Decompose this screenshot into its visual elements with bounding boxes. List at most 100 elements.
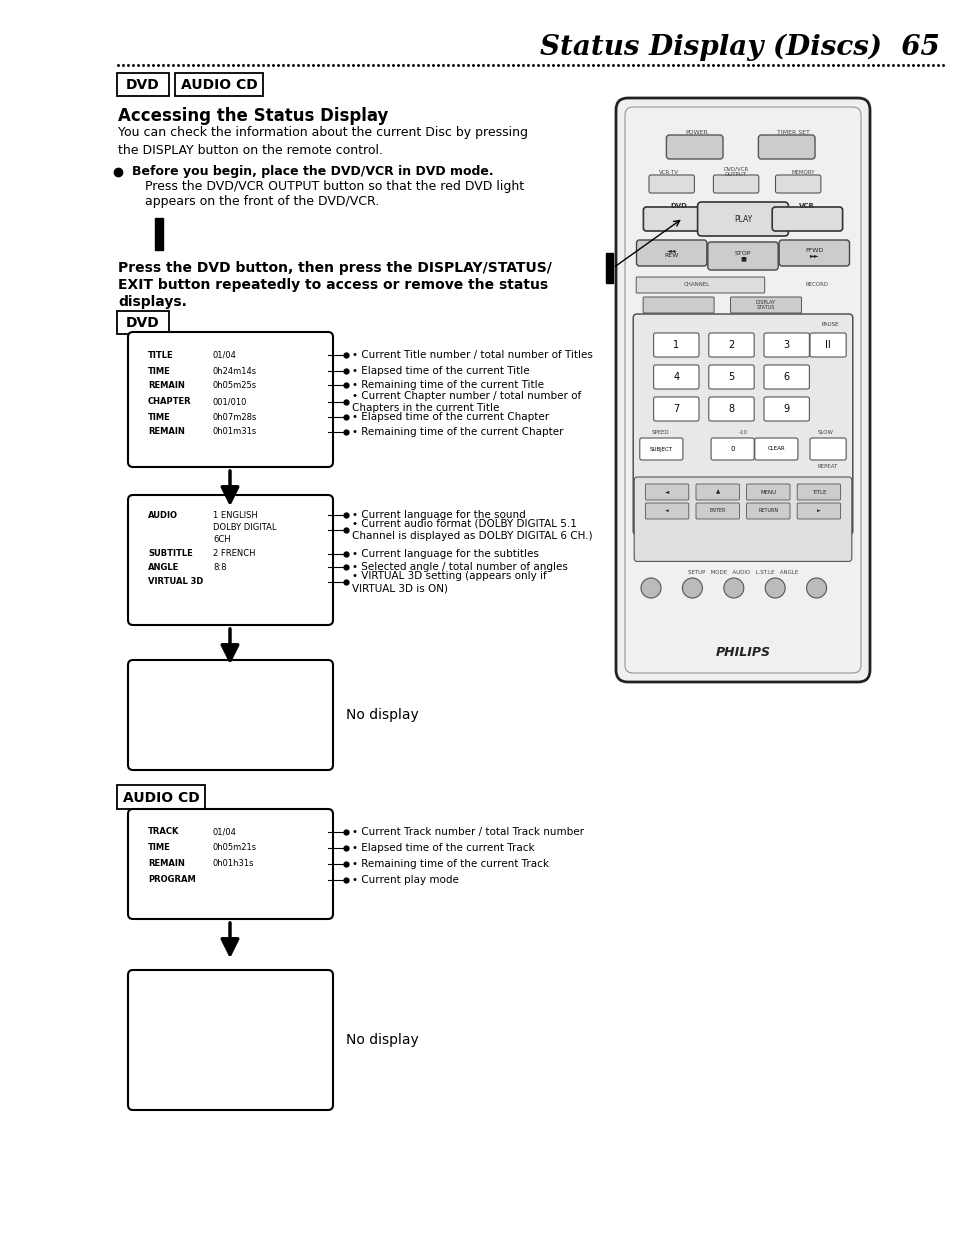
- Text: • Current language for the subtitles: • Current language for the subtitles: [352, 550, 538, 559]
- Text: 01/04: 01/04: [213, 351, 236, 359]
- FancyBboxPatch shape: [128, 809, 333, 919]
- FancyBboxPatch shape: [746, 484, 789, 500]
- Text: 2: 2: [727, 340, 734, 350]
- Text: PHILIPS: PHILIPS: [715, 646, 770, 658]
- Text: • Current Title number / total number of Titles: • Current Title number / total number of…: [352, 350, 592, 359]
- Circle shape: [723, 578, 743, 598]
- Text: 6CH: 6CH: [213, 535, 231, 543]
- Text: STOP
■: STOP ■: [734, 251, 750, 261]
- Text: VCR·TV: VCR·TV: [659, 169, 679, 174]
- Text: 9: 9: [782, 404, 789, 414]
- Text: 3: 3: [782, 340, 789, 350]
- Text: • Remaining time of the current Title: • Remaining time of the current Title: [352, 380, 543, 390]
- Text: TRACK: TRACK: [148, 827, 179, 836]
- Text: II: II: [824, 340, 830, 350]
- Text: ANGLE: ANGLE: [148, 562, 179, 572]
- Text: 0h07m28s: 0h07m28s: [213, 412, 257, 421]
- Text: • Elapsed time of the current Track: • Elapsed time of the current Track: [352, 844, 534, 853]
- Text: CLEAR: CLEAR: [767, 447, 784, 452]
- Text: You can check the information about the current Disc by pressing
the DISPLAY but: You can check the information about the …: [118, 126, 527, 157]
- Text: 1: 1: [673, 340, 679, 350]
- Text: DISPLAY
STATUS: DISPLAY STATUS: [755, 300, 775, 310]
- Text: ENTER: ENTER: [709, 509, 725, 514]
- Text: SLOW: SLOW: [817, 430, 833, 435]
- Text: appears on the front of the DVD/VCR.: appears on the front of the DVD/VCR.: [145, 195, 379, 207]
- Text: RETURN: RETURN: [758, 509, 778, 514]
- FancyBboxPatch shape: [708, 396, 754, 421]
- Text: SPEED: SPEED: [651, 430, 668, 435]
- FancyBboxPatch shape: [616, 98, 869, 682]
- Text: TITLE: TITLE: [148, 351, 173, 359]
- FancyBboxPatch shape: [645, 484, 688, 500]
- Text: Before you begin, place the DVD/VCR in DVD mode.: Before you begin, place the DVD/VCR in D…: [132, 165, 493, 178]
- Text: ◄: ◄: [664, 489, 668, 494]
- FancyBboxPatch shape: [653, 396, 699, 421]
- FancyBboxPatch shape: [645, 503, 688, 519]
- Text: REPEAT: REPEAT: [817, 463, 838, 468]
- Text: PLAY: PLAY: [733, 215, 751, 224]
- FancyBboxPatch shape: [174, 73, 263, 96]
- FancyBboxPatch shape: [775, 175, 820, 193]
- Text: • VIRTUAL 3D setting (appears only if
VIRTUAL 3D is ON): • VIRTUAL 3D setting (appears only if VI…: [352, 571, 546, 593]
- Text: TIMER SET: TIMER SET: [777, 130, 809, 135]
- FancyBboxPatch shape: [797, 484, 840, 500]
- Text: AUDIO: AUDIO: [148, 510, 178, 520]
- Text: DVD: DVD: [126, 316, 160, 330]
- Text: Accessing the Status Display: Accessing the Status Display: [118, 107, 388, 125]
- FancyBboxPatch shape: [809, 438, 845, 459]
- Text: 7: 7: [673, 404, 679, 414]
- Text: TITLE: TITLE: [811, 489, 825, 494]
- Text: 0: 0: [730, 446, 734, 452]
- Text: 1 ENGLISH: 1 ENGLISH: [213, 510, 257, 520]
- Text: • Current Chapter number / total number of
Chapters in the current Title: • Current Chapter number / total number …: [352, 390, 580, 414]
- Text: • Current audio format (DOLBY DIGITAL 5.1
Channel is displayed as DOLBY DIGITAL : • Current audio format (DOLBY DIGITAL 5.…: [352, 519, 592, 541]
- FancyBboxPatch shape: [117, 73, 169, 96]
- Text: Press the DVD button, then press the DISPLAY/STATUS/: Press the DVD button, then press the DIS…: [118, 261, 551, 275]
- FancyBboxPatch shape: [754, 438, 797, 459]
- Text: • Elapsed time of the current Chapter: • Elapsed time of the current Chapter: [352, 412, 549, 422]
- Text: VCR: VCR: [799, 203, 815, 209]
- FancyBboxPatch shape: [634, 477, 851, 562]
- FancyBboxPatch shape: [763, 396, 808, 421]
- Text: REMAIN: REMAIN: [148, 380, 185, 389]
- FancyBboxPatch shape: [696, 484, 739, 500]
- Text: EXIT button repeatedly to access or remove the status: EXIT button repeatedly to access or remo…: [118, 278, 548, 291]
- Text: RECORD: RECORD: [804, 283, 827, 288]
- Text: 0h24m14s: 0h24m14s: [213, 367, 257, 375]
- FancyBboxPatch shape: [713, 175, 758, 193]
- Text: VIRTUAL 3D: VIRTUAL 3D: [148, 578, 203, 587]
- Text: TIME: TIME: [148, 844, 171, 852]
- Text: ►: ►: [816, 509, 820, 514]
- Text: FFWD
►►: FFWD ►►: [804, 248, 822, 258]
- FancyBboxPatch shape: [763, 366, 808, 389]
- Text: 01/04: 01/04: [213, 827, 236, 836]
- Text: 8: 8: [728, 404, 734, 414]
- Text: Press the DVD/VCR OUTPUT button so that the red DVD light: Press the DVD/VCR OUTPUT button so that …: [145, 180, 523, 193]
- Circle shape: [681, 578, 701, 598]
- Text: • Current Track number / total Track number: • Current Track number / total Track num…: [352, 827, 583, 837]
- FancyBboxPatch shape: [117, 311, 169, 333]
- FancyBboxPatch shape: [633, 314, 852, 535]
- Text: REMAIN: REMAIN: [148, 427, 185, 436]
- FancyBboxPatch shape: [779, 240, 848, 266]
- Text: MENU: MENU: [760, 489, 776, 494]
- FancyBboxPatch shape: [758, 135, 814, 159]
- Text: AUDIO CD: AUDIO CD: [180, 78, 257, 91]
- FancyBboxPatch shape: [730, 296, 801, 312]
- Text: 6: 6: [782, 372, 789, 382]
- Text: DVD/VCR
OUTPUT: DVD/VCR OUTPUT: [722, 167, 748, 177]
- Text: 0h01h31s: 0h01h31s: [213, 860, 254, 868]
- Bar: [154, 219, 163, 249]
- FancyBboxPatch shape: [128, 495, 333, 625]
- FancyBboxPatch shape: [636, 240, 706, 266]
- Text: 4: 4: [673, 372, 679, 382]
- Text: DVD: DVD: [126, 78, 160, 91]
- Text: MEMORY: MEMORY: [790, 169, 814, 174]
- Text: 0h05m21s: 0h05m21s: [213, 844, 257, 852]
- FancyBboxPatch shape: [642, 207, 713, 231]
- Text: 5: 5: [727, 372, 734, 382]
- Text: • Selected angle / total number of angles: • Selected angle / total number of angle…: [352, 562, 567, 572]
- Bar: [605, 253, 613, 283]
- Text: SETUP   MODE   AUDIO   L.ST.LE   ANGLE: SETUP MODE AUDIO L.ST.LE ANGLE: [687, 569, 798, 574]
- Text: PAUSE: PAUSE: [821, 322, 839, 327]
